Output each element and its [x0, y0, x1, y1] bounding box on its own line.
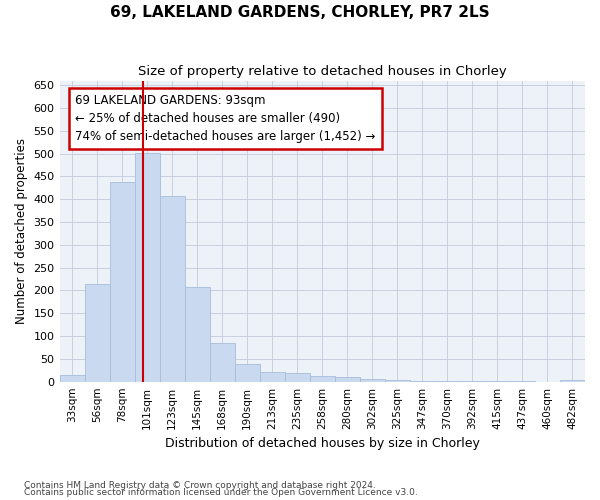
Bar [160, 196, 185, 382]
Bar [560, 380, 585, 382]
Text: 69 LAKELAND GARDENS: 93sqm
← 25% of detached houses are smaller (490)
74% of sem: 69 LAKELAND GARDENS: 93sqm ← 25% of deta… [76, 94, 376, 143]
Text: Contains HM Land Registry data © Crown copyright and database right 2024.: Contains HM Land Registry data © Crown c… [24, 480, 376, 490]
Title: Size of property relative to detached houses in Chorley: Size of property relative to detached ho… [138, 65, 506, 78]
Bar [285, 374, 310, 382]
Bar [310, 376, 335, 382]
Text: 69, LAKELAND GARDENS, CHORLEY, PR7 2LS: 69, LAKELAND GARDENS, CHORLEY, PR7 2LS [110, 5, 490, 20]
Bar [235, 364, 260, 382]
Bar [185, 287, 209, 382]
Bar [260, 372, 285, 382]
Bar [435, 381, 460, 382]
Bar [59, 375, 85, 382]
Bar [410, 381, 435, 382]
Bar [385, 380, 410, 382]
Bar [110, 182, 134, 382]
Bar [360, 379, 385, 382]
Bar [134, 152, 160, 382]
Bar [209, 343, 235, 382]
Y-axis label: Number of detached properties: Number of detached properties [15, 138, 28, 324]
Bar [85, 284, 110, 382]
X-axis label: Distribution of detached houses by size in Chorley: Distribution of detached houses by size … [165, 437, 480, 450]
Text: Contains public sector information licensed under the Open Government Licence v3: Contains public sector information licen… [24, 488, 418, 497]
Bar [335, 377, 360, 382]
